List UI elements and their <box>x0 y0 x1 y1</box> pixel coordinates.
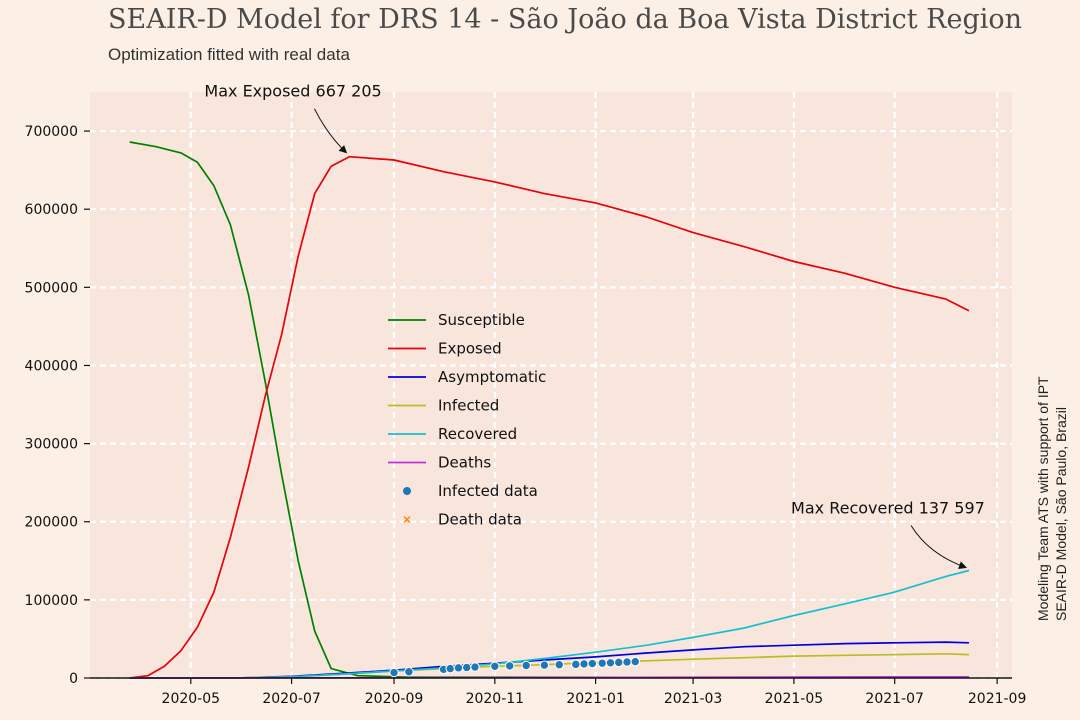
data-point-infected-data <box>571 659 581 670</box>
x-tick-label: 2020-05 <box>162 691 221 707</box>
legend-label-exposed: Exposed <box>438 340 502 358</box>
y-tick-label: 100000 <box>25 593 78 609</box>
annotation-max-recovered: Max Recovered 137 597 <box>791 498 985 517</box>
data-point-infected-data <box>521 660 531 671</box>
data-point-infected-data <box>470 662 480 672</box>
legend-label-infected-data: Infected data <box>438 482 538 500</box>
series-line-exposed <box>129 155 970 679</box>
x-tick-label: 2020-11 <box>466 691 525 707</box>
data-point-infected-data <box>622 657 632 667</box>
legend-label-susceptible: Susceptible <box>438 311 525 329</box>
data-point-infected-data <box>404 667 414 677</box>
series-line-recovered <box>129 569 970 679</box>
legend: Susceptible Exposed Asymptomatic Infected Re… <box>388 311 546 529</box>
data-point-infected-data <box>490 661 500 671</box>
y-tick-label: 400000 <box>25 358 78 374</box>
data-point-infected-data <box>504 661 515 671</box>
y-tick-label: 0 <box>69 671 78 687</box>
data-point-infected-data <box>453 663 464 673</box>
legend-label-recovered: Recovered <box>438 425 517 443</box>
annotation-max-exposed: Max Exposed 667 205 <box>204 82 381 101</box>
annotation-arrow-exposed <box>313 108 348 154</box>
x-tick-label: 2021-03 <box>664 691 723 707</box>
legend-label-death-data: Death data <box>438 511 522 529</box>
legend-swatch-death-data <box>403 516 411 523</box>
legend-label-asymptomatic: Asymptomatic <box>438 368 546 386</box>
data-point-infected-data <box>605 658 616 668</box>
legend-label-infected: Infected <box>438 397 499 415</box>
annotation-arrow-recovered <box>910 525 967 569</box>
legend-swatch-infected-data <box>403 487 411 495</box>
data-point-infected-data <box>630 656 640 667</box>
data-point-infected-data <box>389 667 399 678</box>
x-tick-label: 2020-07 <box>262 691 321 707</box>
plot-area <box>90 92 1012 678</box>
scatter-layer <box>389 656 640 678</box>
y-tick-label: 200000 <box>25 515 78 531</box>
data-point-infected-data <box>597 658 607 668</box>
x-tick-label: 2021-01 <box>566 691 625 707</box>
annotations: Max Exposed 667 205 Max Recovered 137 597 <box>204 82 985 569</box>
x-tick-label: 2021-09 <box>968 691 1027 707</box>
y-tick-label: 700000 <box>25 124 78 140</box>
legend-label-deaths: Deaths <box>438 454 491 472</box>
data-point-infected-data <box>587 658 598 669</box>
y-tick-label: 500000 <box>25 280 78 296</box>
y-tick-label: 600000 <box>25 202 78 218</box>
data-point-infected-data <box>445 663 455 674</box>
x-tick-label: 2021-07 <box>865 691 924 707</box>
data-point-infected-data <box>462 662 472 673</box>
chart-title: SEAIR-D Model for DRS 14 - São João da B… <box>108 4 1023 35</box>
x-tick-label: 2020-09 <box>365 691 424 707</box>
data-point-infected-data <box>614 657 624 668</box>
axes: 2020-05 2020-07 2020-09 2020-11 2021-01 2021-… <box>25 124 1027 707</box>
chart-subtitle: Optimization fitted with real data <box>108 45 350 64</box>
data-point-infected-data <box>539 660 550 670</box>
grid <box>90 92 1012 680</box>
y-tick-label: 300000 <box>25 437 78 453</box>
data-point-infected-data <box>554 660 564 670</box>
x-tick-label: 2021-05 <box>765 691 824 707</box>
data-point-infected-data <box>579 659 589 669</box>
